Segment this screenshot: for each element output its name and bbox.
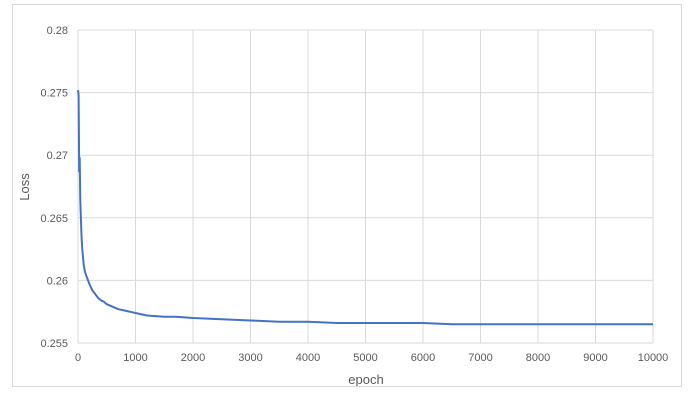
x-gridlines bbox=[77, 30, 654, 343]
x-axis-label: epoch bbox=[348, 372, 383, 386]
x-tick-label: 10000 bbox=[638, 352, 669, 364]
y-tick-label: 0.275 bbox=[40, 88, 68, 100]
x-tick-labels: 0 1000 2000 3000 4000 5000 6000 7000 8000 9000 100… bbox=[75, 352, 668, 364]
y-tick-label: 0.26 bbox=[47, 275, 68, 287]
loss-line-chart: 0.255 0.26 0.265 0.27 0.275 0.28 0 1000 2000 300… bbox=[17, 25, 668, 387]
y-tick-label: 0.28 bbox=[47, 25, 68, 37]
loss-series-line bbox=[77, 89, 653, 326]
y-axis-label: Loss bbox=[17, 173, 32, 201]
series-group bbox=[77, 89, 653, 326]
x-tick-label: 4000 bbox=[296, 352, 320, 364]
x-tick-label: 6000 bbox=[411, 352, 435, 364]
x-tick-label: 5000 bbox=[353, 352, 377, 364]
x-tick-label: 8000 bbox=[526, 352, 550, 364]
x-tick-label: 2000 bbox=[181, 352, 205, 364]
x-tick-label: 9000 bbox=[583, 352, 607, 364]
x-tick-label: 3000 bbox=[238, 352, 262, 364]
y-tick-label: 0.27 bbox=[47, 150, 68, 162]
y-tick-label: 0.255 bbox=[40, 338, 68, 350]
x-tick-label: 0 bbox=[75, 352, 81, 364]
y-tick-labels: 0.255 0.26 0.265 0.27 0.275 0.28 bbox=[40, 25, 68, 350]
y-tick-label: 0.265 bbox=[40, 213, 68, 225]
x-tick-label: 7000 bbox=[468, 352, 492, 364]
x-tick-label: 1000 bbox=[123, 352, 147, 364]
chart-area: 0.255 0.26 0.265 0.27 0.275 0.28 0 1000 2000 300… bbox=[12, 4, 682, 387]
